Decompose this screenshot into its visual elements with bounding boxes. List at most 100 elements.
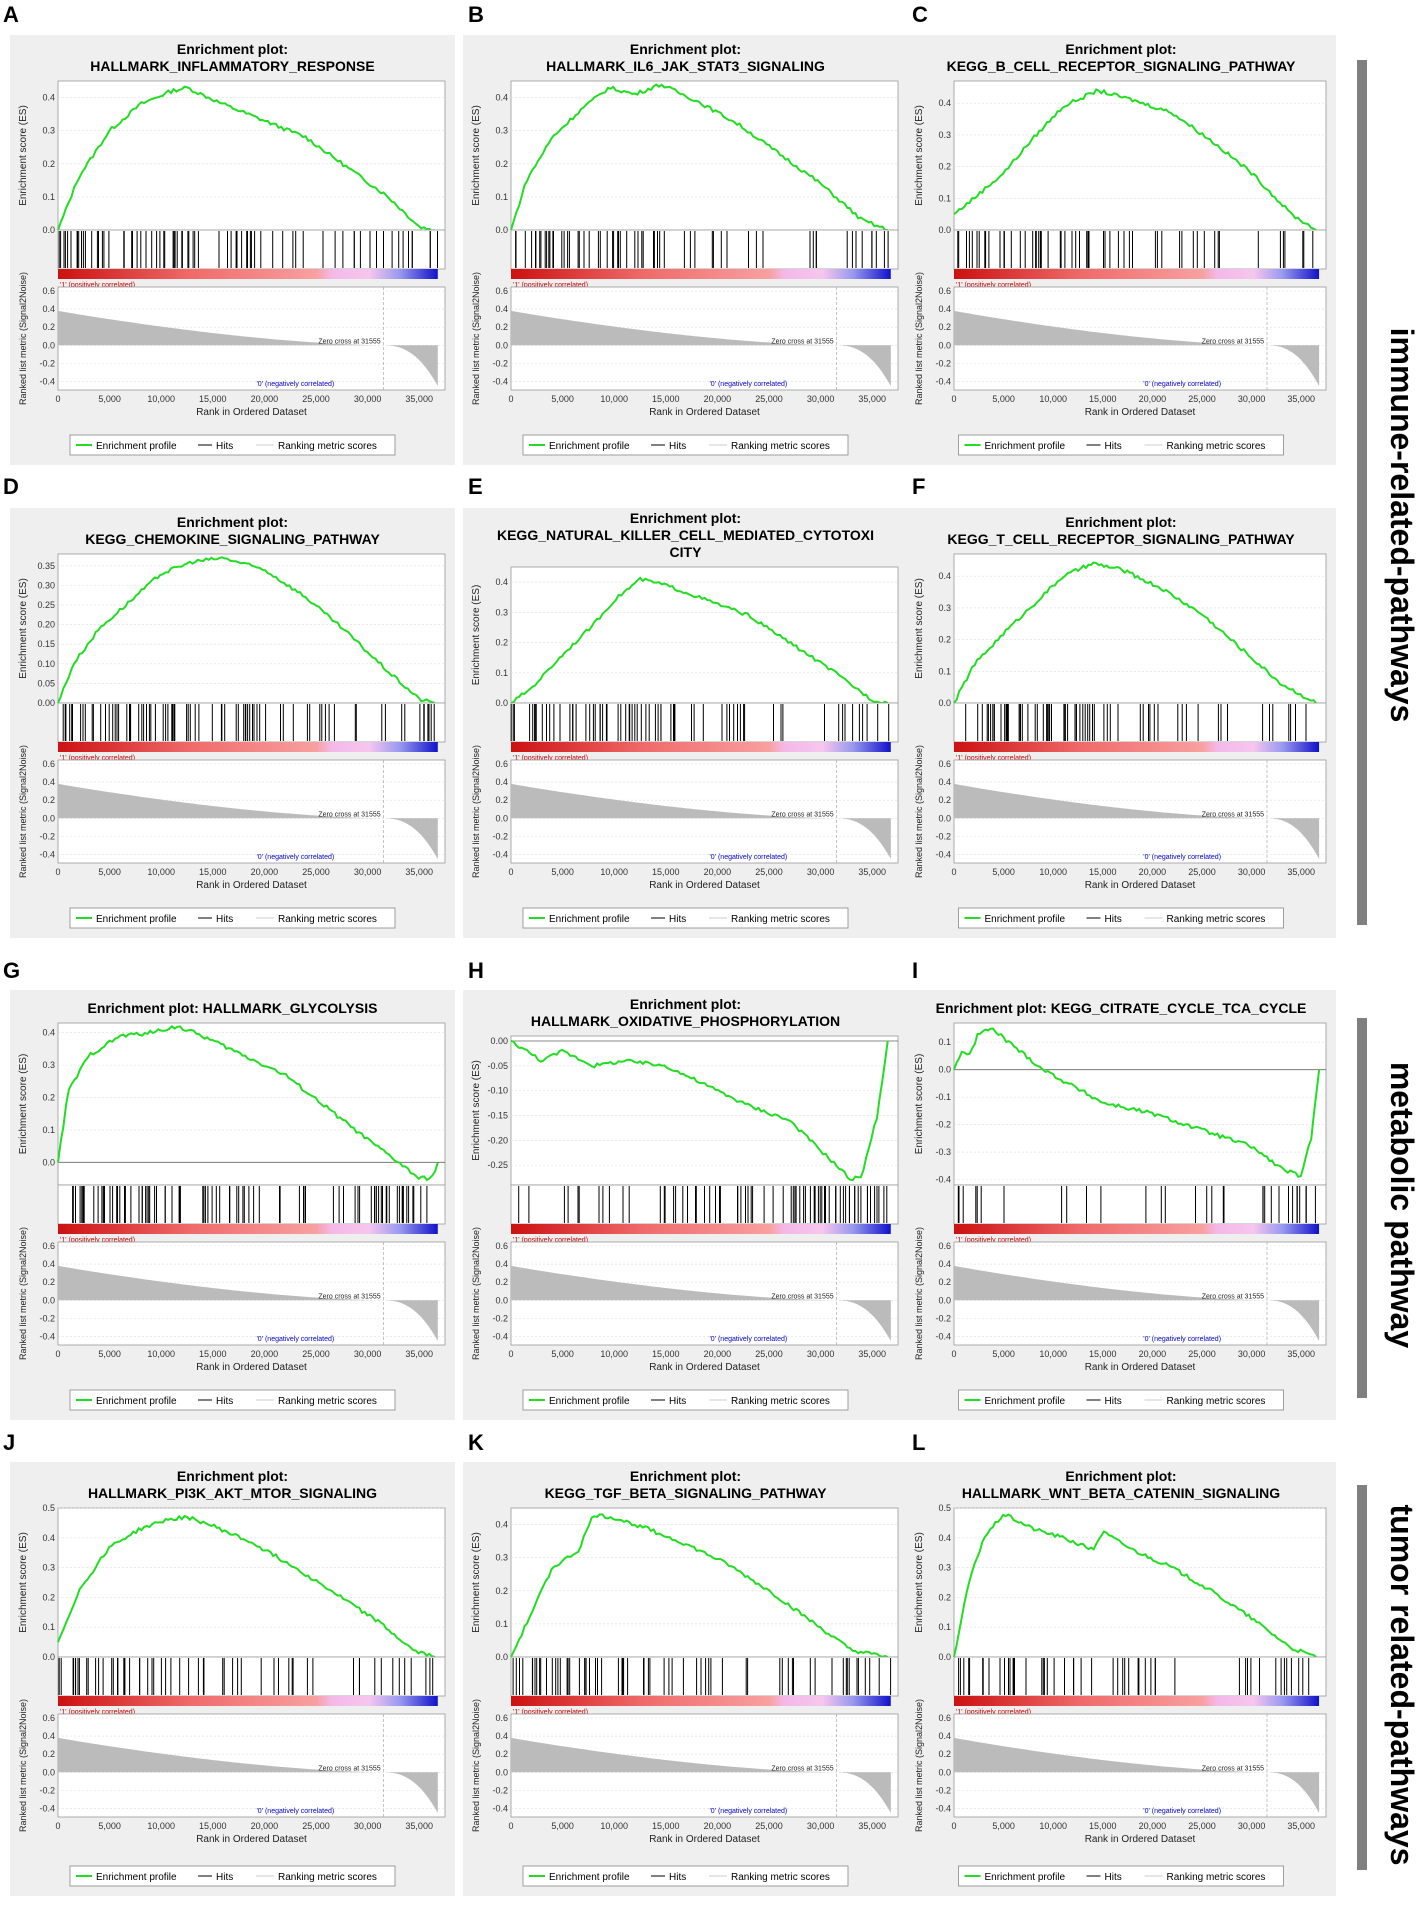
- chart-a-x-tick: 30,000: [354, 394, 382, 404]
- chart-j-x-tick: 20,000: [251, 1821, 279, 1831]
- chart-f-metric-tick: -0.4: [935, 849, 951, 859]
- chart-e-x-tick: 10,000: [600, 867, 628, 877]
- chart-e-y-tick: 0.2: [495, 638, 508, 648]
- chart-l-xlabel: Rank in Ordered Dataset: [1085, 1834, 1196, 1845]
- chart-i-metric-tick: 0.4: [938, 1259, 951, 1269]
- chart-f-x-tick: 35,000: [1287, 867, 1315, 877]
- chart-d-neg-label: '0' (negatively correlated): [256, 854, 334, 861]
- chart-f-y-tick: 0.4: [938, 571, 951, 581]
- chart-d-es-ylabel: Enrichment score (ES): [18, 578, 29, 679]
- chart-b-zero-cross: Zero cross at 31555: [771, 338, 833, 345]
- chart-j-x-tick: 15,000: [199, 1821, 227, 1831]
- chart-d-legend-item: Enrichment profile: [96, 914, 177, 925]
- chart-j-x-tick: 35,000: [405, 1821, 433, 1831]
- chart-b-y-tick: 0.1: [495, 192, 508, 202]
- chart-d-metric-tick: 0.0: [42, 813, 55, 823]
- chart-c-es-curve: [953, 88, 1317, 231]
- chart-b-y-tick: 0.4: [495, 93, 508, 103]
- chart-e-metric-tick: -0.4: [492, 849, 508, 859]
- chart-h-es-area: [510, 1035, 899, 1186]
- chart-f-metric-tick: 0.4: [938, 777, 951, 787]
- chart-b-metric-ylabel: Ranked list metric (Signal2Noise): [471, 272, 481, 405]
- chart-d-color-band: [58, 742, 438, 752]
- panel-j: Enrichment plot: HALLMARK_PI3K_AKT_MTOR_S…: [10, 1462, 455, 1896]
- chart-c-metric-tick: 0.4: [938, 304, 951, 314]
- chart-a-metric-tick: -0.4: [39, 376, 55, 386]
- chart-k-neg-label: '0' (negatively correlated): [709, 1808, 787, 1815]
- chart-svg: Enrichment plot:HALLMARK_OXIDATIVE_PHOSP…: [463, 990, 908, 1420]
- chart-j-neg-label: '0' (negatively correlated): [256, 1808, 334, 1815]
- chart-a-x-tick: 10,000: [147, 394, 175, 404]
- chart-svg: Enrichment plot: KEGG_CITRATE_CYCLE_TCA_…: [906, 990, 1336, 1420]
- chart-h-metric-tick: 0.0: [495, 1295, 508, 1305]
- chart-c-legend: [958, 434, 1284, 456]
- chart-j-pos-label: '1' (positively correlated): [60, 1709, 135, 1716]
- chart-b-pos-label: '1' (positively correlated): [513, 282, 588, 289]
- chart-a-x-tick: 25,000: [302, 394, 330, 404]
- chart-c-metric-tick: 0.2: [938, 322, 951, 332]
- chart-l-es-ylabel: Enrichment score (ES): [914, 1532, 925, 1633]
- chart-g-legend-item: Hits: [216, 1396, 233, 1407]
- chart-l-y-tick: 0.1: [938, 1622, 951, 1632]
- chart-h-x-tick: 30,000: [807, 1349, 835, 1359]
- chart-a-color-band: [58, 269, 438, 279]
- chart-f-y-tick: 0.0: [938, 698, 951, 708]
- chart-svg: Enrichment plot:KEGG_CHEMOKINE_SIGNALING…: [10, 508, 455, 938]
- chart-h-es-ylabel: Enrichment score (ES): [471, 1060, 482, 1161]
- chart-d-y-tick: 0.05: [37, 678, 55, 688]
- chart-f-metric-fill: [954, 783, 1320, 859]
- chart-f-metric-tick: 0.6: [938, 759, 951, 769]
- chart-h-metric-ylabel: Ranked list metric (Signal2Noise): [471, 1227, 481, 1360]
- chart-e-metric-fill: [511, 783, 891, 859]
- chart-e-xlabel: Rank in Ordered Dataset: [649, 880, 760, 891]
- chart-a-metric-tick: 0.2: [42, 322, 55, 332]
- chart-e-x-tick: 0: [508, 867, 513, 877]
- chart-h-x-tick: 5,000: [551, 1349, 574, 1359]
- chart-j-y-tick: 0.1: [42, 1622, 55, 1632]
- chart-k-x-tick: 10,000: [600, 1821, 628, 1831]
- chart-b-legend-item: Hits: [669, 441, 686, 452]
- chart-h-legend-item: Ranking metric scores: [731, 1396, 830, 1407]
- chart-j-legend-item: Hits: [216, 1872, 233, 1883]
- chart-l-x-tick: 25,000: [1188, 1821, 1216, 1831]
- chart-d-x-tick: 30,000: [354, 867, 382, 877]
- chart-a-es-area: [57, 80, 446, 231]
- panel-b: Enrichment plot: HALLMARK_IL6_JAK_STAT3_S…: [463, 35, 908, 465]
- chart-svg: Enrichment plot:KEGG_TGF_BETA_SIGNALING_…: [463, 1462, 908, 1896]
- panel-letter: C: [912, 2, 928, 27]
- chart-i-y-tick: -0.1: [935, 1092, 951, 1102]
- chart-c-es-area: [953, 80, 1327, 231]
- chart-f-legend: [958, 907, 1284, 929]
- chart-c-metric-tick: -0.2: [935, 358, 951, 368]
- chart-d-metric-fill: [58, 783, 438, 859]
- chart-h-metric-tick: 0.2: [495, 1277, 508, 1287]
- chart-svg: Enrichment plot:KEGG_NATURAL_KILLER_CELL…: [463, 508, 908, 938]
- chart-l-x-tick: 5,000: [992, 1821, 1015, 1831]
- chart-c-x-tick: 10,000: [1039, 394, 1067, 404]
- chart-a-pos-label: '1' (positively correlated): [60, 282, 135, 289]
- chart-f-x-tick: 15,000: [1089, 867, 1117, 877]
- chart-b-es-ylabel: Enrichment score (ES): [471, 105, 482, 206]
- chart-e-x-tick: 20,000: [704, 867, 732, 877]
- chart-j-x-tick: 0: [55, 1821, 60, 1831]
- chart-e-es-curve: [510, 576, 889, 705]
- chart-k-x-tick: 15,000: [652, 1821, 680, 1831]
- chart-f-title-line: Enrichment plot:: [1065, 514, 1176, 530]
- chart-f-x-tick: 25,000: [1188, 867, 1216, 877]
- chart-c-pos-label: '1' (positively correlated): [956, 282, 1031, 289]
- chart-i-es-area: [953, 1022, 1327, 1186]
- chart-e-title-line: KEGG_NATURAL_KILLER_CELL_MEDIATED_CYTOTO…: [497, 527, 874, 543]
- chart-i-metric-tick: -0.4: [935, 1331, 951, 1341]
- chart-i-x-tick: 0: [951, 1349, 956, 1359]
- chart-h-metric-tick: 0.4: [495, 1259, 508, 1269]
- panel-letter: J: [3, 1430, 16, 1455]
- panel-letter: F: [912, 474, 926, 499]
- chart-l-legend-item: Ranking metric scores: [1167, 1872, 1266, 1883]
- chart-h-x-tick: 0: [508, 1349, 513, 1359]
- chart-l-pos-label: '1' (positively correlated): [956, 1709, 1031, 1716]
- chart-k-x-tick: 35,000: [858, 1821, 886, 1831]
- chart-c-metric-tick: 0.0: [938, 340, 951, 350]
- chart-f-pos-label: '1' (positively correlated): [956, 755, 1031, 762]
- chart-a-neg-label: '0' (negatively correlated): [256, 381, 334, 388]
- chart-h-neg-label: '0' (negatively correlated): [709, 1336, 787, 1343]
